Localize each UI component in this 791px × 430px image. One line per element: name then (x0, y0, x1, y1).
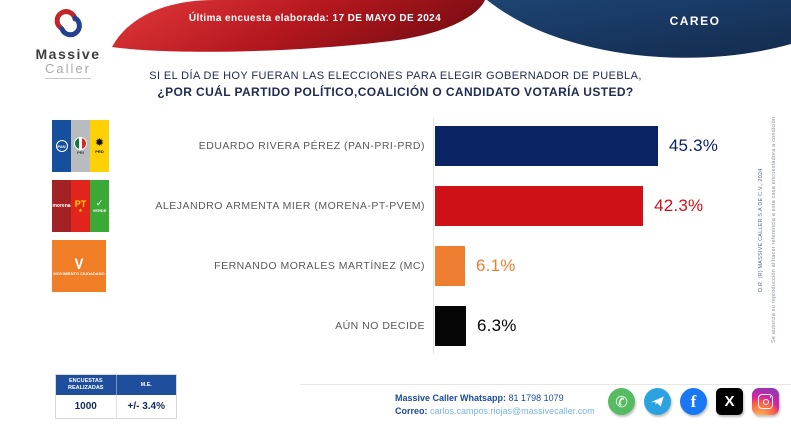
pan-logo: PAN (52, 120, 71, 172)
footer-divider (300, 384, 791, 385)
stats-value-surveys: 1000 (56, 395, 117, 418)
prd-logo: ✹ PRD (90, 120, 109, 172)
bar-track: 6.1% (435, 236, 516, 296)
pt-logo: PT ★ (71, 180, 90, 232)
massive-caller-logo: Massive Caller (20, 6, 116, 79)
bar-value: 42.3% (654, 196, 704, 215)
header-decoration (112, 0, 791, 58)
massive-caller-logo-icon (54, 9, 82, 38)
bar-track: 6.3% (435, 296, 517, 356)
whatsapp-icon[interactable]: ✆ (608, 388, 635, 415)
bar-track: 42.3% (435, 176, 703, 236)
survey-date-ribbon: Última encuesta elaborada: 17 DE MAYO DE… (188, 13, 442, 24)
pri-logo: PRI (71, 120, 90, 172)
question-line1: SI EL DÍA DE HOY FUERAN LAS ELECCIONES P… (149, 70, 642, 82)
coalition-logos-morena-pt-pvem: morena PT ★ ✓ VERDE (52, 180, 109, 232)
pvem-logo: ✓ VERDE (90, 180, 109, 232)
email-label: Correo: (395, 406, 428, 416)
page-title: SI EL DÍA DE HOY FUERAN LAS ELECCIONES P… (0, 70, 791, 99)
bar-value: 45.3% (668, 136, 719, 155)
bar-morales (435, 246, 465, 286)
bar-value: 6.1% (476, 256, 516, 275)
whatsapp-number: 81 1798 1079 (506, 393, 564, 403)
bar-armenta (435, 186, 644, 226)
chart-row-undecided: AÚN NO DECIDE 6.3% (0, 296, 791, 356)
careo-badge: CAREO (669, 14, 721, 28)
reproduction-note: Se autoriza su reproducción al hacer ref… (771, 116, 777, 344)
instagram-icon[interactable] (752, 388, 779, 415)
candidate-label: FERNANDO MORALES MARTÍNEZ (MC) (214, 260, 425, 272)
candidate-label: EDUARDO RIVERA PÉREZ (PAN-PRI-PRD) (198, 140, 425, 152)
chart-axis-line (433, 118, 434, 354)
bar-track: 45.3% (435, 116, 718, 176)
stats-value-margin: +/- 3.4% (127, 401, 166, 412)
contact-info: Massive Caller Whatsapp: 81 1798 1079 Co… (395, 392, 595, 418)
chart-row-rivera: PAN PRI ✹ PRD EDUARDO RIVERA PÉREZ (PAN-… (0, 116, 791, 176)
candidate-label: ALEJANDRO ARMENTA MIER (MORENA-PT-PVEM) (155, 200, 425, 212)
stats-header-surveys: ENCUESTAS REALIZADAS (56, 375, 117, 395)
chart-row-armenta: morena PT ★ ✓ VERDE ALEJANDRO ARMENTA MI… (0, 176, 791, 236)
careo-blob-shape (487, 0, 791, 58)
brand-rule (45, 78, 91, 79)
facebook-icon[interactable]: f (680, 388, 707, 415)
coalition-logos-pan-pri-prd: PAN PRI ✹ PRD (52, 120, 109, 172)
candidate-label: AÚN NO DECIDE (335, 320, 425, 332)
brand-subname: Caller (45, 61, 91, 76)
whatsapp-label: Massive Caller Whatsapp: (395, 393, 507, 403)
bar-value: 6.3% (477, 316, 517, 335)
brand-name: Massive (35, 46, 101, 62)
bar-chart: PAN PRI ✹ PRD EDUARDO RIVERA PÉREZ (PAN-… (0, 116, 791, 356)
sample-stats-table: ENCUESTAS REALIZADAS M.E. 1000 +/- 3.4% (55, 374, 177, 419)
ribbon-shape (112, 0, 485, 52)
email-address[interactable]: carlos.campos.riojas@massivecaller.com (427, 406, 595, 416)
copyright-note: D.R. (R) MASSIVE CALLER S.A DE C.V., 202… (758, 168, 764, 292)
bar-undecided (435, 306, 466, 346)
stats-header-margin: M.E. (140, 381, 152, 388)
x-icon[interactable]: X (716, 388, 743, 415)
question-line2: ¿POR CUÁL PARTIDO POLÍTICO,COALICIÓN O C… (157, 85, 634, 99)
mc-logo: 𝐕 MOVIMIENTO CIUDADANO (52, 240, 106, 292)
morena-logo: morena (52, 180, 71, 232)
social-links: ✆ f X (608, 388, 779, 415)
telegram-icon[interactable] (644, 388, 671, 415)
bar-rivera (435, 126, 658, 166)
chart-row-morales: 𝐕 MOVIMIENTO CIUDADANO FERNANDO MORALES … (0, 236, 791, 296)
